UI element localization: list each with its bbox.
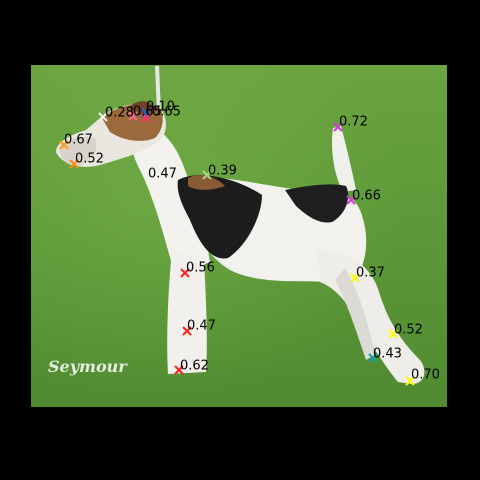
keypoint-score-label: 0.56 [186,260,215,276]
keypoint-score-label: 0.37 [356,265,385,281]
dog-hind-leg-far [335,268,375,360]
keypoint-score-label: 0.10 [146,99,175,115]
keypoint-score-label: 0.52 [394,322,423,338]
dog [56,101,425,384]
keypoint-marker [141,113,151,123]
dog-black-patch [177,175,262,259]
keypoint-score-label: 0.62 [180,358,209,374]
keypoint-markers [59,108,415,386]
keypoint-score-label: 0.39 [208,163,237,179]
keypoint-score-label: 0.65 [152,104,181,120]
keypoint-marker [388,329,398,339]
keypoint-marker [333,122,343,132]
keypoint-score-label: 0.70 [411,367,440,383]
dog-ear [130,101,156,115]
dog-back-patch [285,184,349,223]
keypoint-marker [174,365,184,375]
leash [155,65,161,113]
keypoint-marker [98,112,108,122]
keypoint-marker [368,353,378,363]
keypoint-score-label: 0.66 [352,188,381,204]
keypoint-score-label: 0.47 [148,166,177,182]
watermark-text: Seymour [48,357,128,376]
dog-neck [131,124,210,275]
keypoint-marker [405,376,415,386]
keypoint-marker [180,268,190,278]
keypoint-score-label: 0.65 [133,104,162,120]
keypoint-marker [182,326,192,336]
keypoint-marker [59,140,69,150]
dog-muzzle [59,136,97,166]
dog-front-leg-left [167,250,207,374]
keypoint-score-label: 0.72 [339,114,368,130]
keypoint-marker [350,273,360,283]
keypoint-marker [346,195,356,205]
keypoint-score-label: 0.52 [75,151,104,167]
keypoint-score-label: 0.67 [64,132,93,148]
keypoint-marker [128,111,138,121]
keypoint-marker [202,170,212,180]
keypoint-score-label: 0.43 [373,346,402,362]
keypoint-score-label: 0.47 [187,318,216,334]
keypoint-marker [69,159,79,169]
dog-tail [332,126,356,192]
keypoint-score-label: 0.28 [105,105,134,121]
dog-tan-patch [188,175,225,190]
